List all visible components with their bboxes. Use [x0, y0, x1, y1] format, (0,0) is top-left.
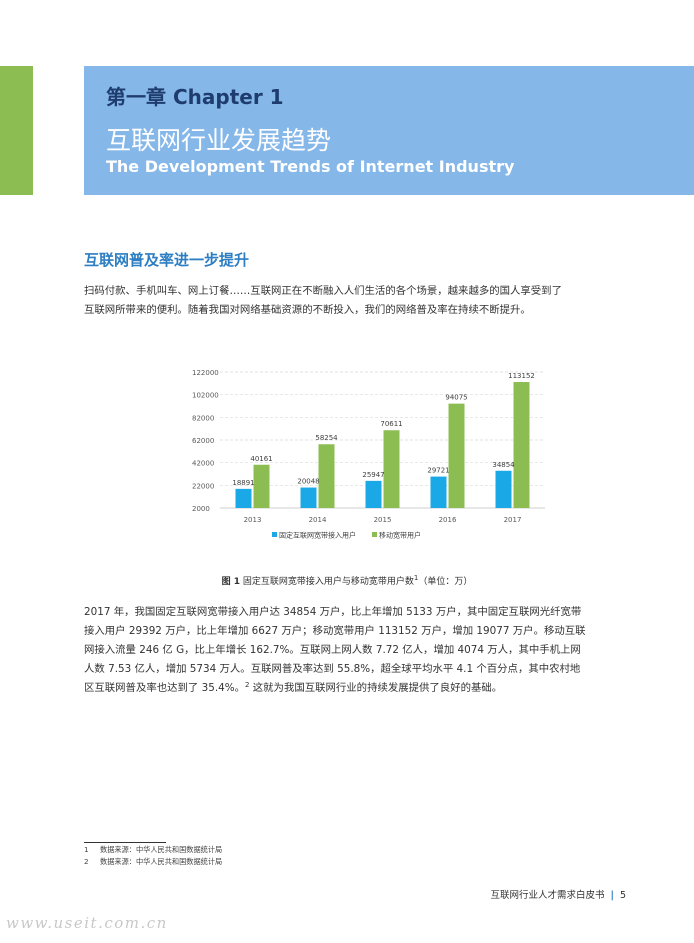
body-line: 区互联网普及率也达到了 35.4%。2 这就为我国互联网行业的持续发展提供了良好…	[84, 679, 631, 698]
legend-swatch	[272, 532, 277, 537]
bar	[235, 488, 252, 508]
x-tick-label: 2016	[439, 516, 457, 524]
data-label: 18891	[232, 479, 254, 487]
body-line: 2017 年，我国固定互联网宽带接入用户达 34854 万户，比上年增加 513…	[84, 606, 582, 618]
data-label: 40161	[250, 455, 272, 463]
data-label: 20048	[297, 478, 319, 486]
bar	[448, 403, 465, 508]
intro-line: 扫码付款、手机叫车、网上订餐……互联网正在不断融入人们生活的各个场景，越来越多的…	[84, 285, 562, 297]
body-line-text: 这就为我国互联网行业的持续发展提供了良好的基础。	[252, 682, 503, 694]
y-tick-label: 102000	[192, 392, 219, 400]
data-label: 70611	[380, 420, 402, 428]
bar	[430, 476, 447, 508]
intro-paragraph: 扫码付款、手机叫车、网上订餐……互联网正在不断融入人们生活的各个场景，越来越多的…	[84, 282, 631, 320]
footnote-divider	[84, 842, 166, 843]
body-line: 网接入流量 246 亿 G，比上年增长 162.7%。互联网上网人数 7.72 …	[84, 644, 581, 656]
footnote-number: 2	[84, 857, 89, 866]
section-heading: 互联网普及率进一步提升	[84, 251, 250, 269]
footnote-ref: 1	[413, 574, 419, 582]
bar	[253, 464, 270, 508]
watermark: www.useit.com.cn	[6, 914, 168, 932]
chapter-label: 第一章 Chapter 1	[106, 85, 284, 109]
x-tick-label: 2014	[309, 516, 327, 524]
bar	[365, 480, 382, 508]
broadband-users-bar-chart: 2000 22000 42000 62000 82000 102000 122000 188…	[192, 369, 545, 540]
legend-label: 固定互联网宽带接入用户	[279, 531, 356, 540]
y-tick-label: 42000	[192, 460, 214, 468]
y-tick-label: 82000	[192, 414, 214, 422]
data-label: 34854	[492, 461, 515, 469]
body-line: 接入用户 29392 万户，比上年增加 6627 万户；移动宽带用户 11315…	[84, 625, 586, 637]
bar	[318, 444, 335, 508]
chart-legend: 固定互联网宽带接入用户 移动宽带用户	[272, 531, 421, 540]
y-tick-label: 2000	[192, 505, 210, 513]
page-footer: 互联网行业人才需求白皮书 | 5	[490, 887, 626, 901]
body-line-text: 区互联网普及率也达到了 35.4%。	[84, 682, 245, 694]
legend-swatch	[372, 532, 377, 537]
chapter-banner: 第一章 Chapter 1 互联网行业发展趋势 The Development …	[84, 66, 694, 195]
chapter-accent-bar	[0, 66, 33, 195]
chapter-subtitle: The Development Trends of Internet Indus…	[106, 157, 515, 176]
x-tick-label: 2017	[504, 516, 522, 524]
data-label: 58254	[315, 434, 338, 442]
legend-label: 移动宽带用户	[379, 531, 421, 540]
figure-caption: 图 1 固定互联网宽带接入用户与移动宽带用户数1（单位：万）	[0, 574, 694, 588]
figure-number: 图 1	[221, 577, 241, 587]
body-line: 人数 7.53 亿人，增加 5734 万人。互联网普及率达到 55.8%，超全球…	[84, 663, 581, 675]
data-label: 29721	[427, 467, 449, 475]
y-tick-label: 22000	[192, 482, 214, 490]
footnote-text: 数据来源：中华人民共和国数据统计局	[100, 857, 223, 866]
footnote-text: 数据来源：中华人民共和国数据统计局	[100, 845, 223, 854]
footnote: 2 数据来源：中华人民共和国数据统计局	[84, 857, 222, 867]
footnote-ref: 2	[245, 681, 250, 689]
y-tick-label: 62000	[192, 437, 214, 445]
page-number: 5	[619, 890, 626, 901]
bar	[383, 430, 400, 508]
x-tick-label: 2013	[244, 516, 262, 524]
footnote-number: 1	[84, 845, 89, 854]
chart-y-ticks: 2000 22000 42000 62000 82000 102000 122000	[192, 369, 219, 513]
x-tick-label: 2015	[374, 516, 392, 524]
bar	[495, 470, 512, 508]
bar	[513, 382, 530, 508]
y-tick-label: 122000	[192, 369, 219, 377]
intro-line: 互联网所带来的便利。随着我国对网络基础资源的不断投入，我们的网络普及率在持续不断…	[84, 304, 531, 316]
chart-data-labels: 18891 40161 20048 58254 25947 70611 29721 94075…	[232, 372, 535, 487]
chart-bars	[235, 382, 530, 508]
figure-caption-text: 固定互联网宽带接入用户与移动宽带用户数	[242, 577, 414, 587]
data-label: 25947	[362, 471, 384, 479]
chapter-title: 互联网行业发展趋势	[106, 126, 332, 155]
data-label: 94075	[445, 394, 467, 402]
chart-x-ticks: 2013 2014 2015 2016 2017	[244, 516, 522, 524]
bar	[300, 487, 317, 508]
chart-gridlines	[220, 371, 545, 509]
body-paragraph: 2017 年，我国固定互联网宽带接入用户达 34854 万户，比上年增加 513…	[84, 603, 631, 698]
figure-unit-note: （单位：万）	[418, 577, 473, 587]
data-label: 113152	[508, 372, 535, 380]
footnote: 1 数据来源：中华人民共和国数据统计局	[84, 845, 222, 855]
footer-title: 互联网行业人才需求白皮书	[490, 890, 605, 901]
footer-separator: |	[610, 890, 614, 901]
